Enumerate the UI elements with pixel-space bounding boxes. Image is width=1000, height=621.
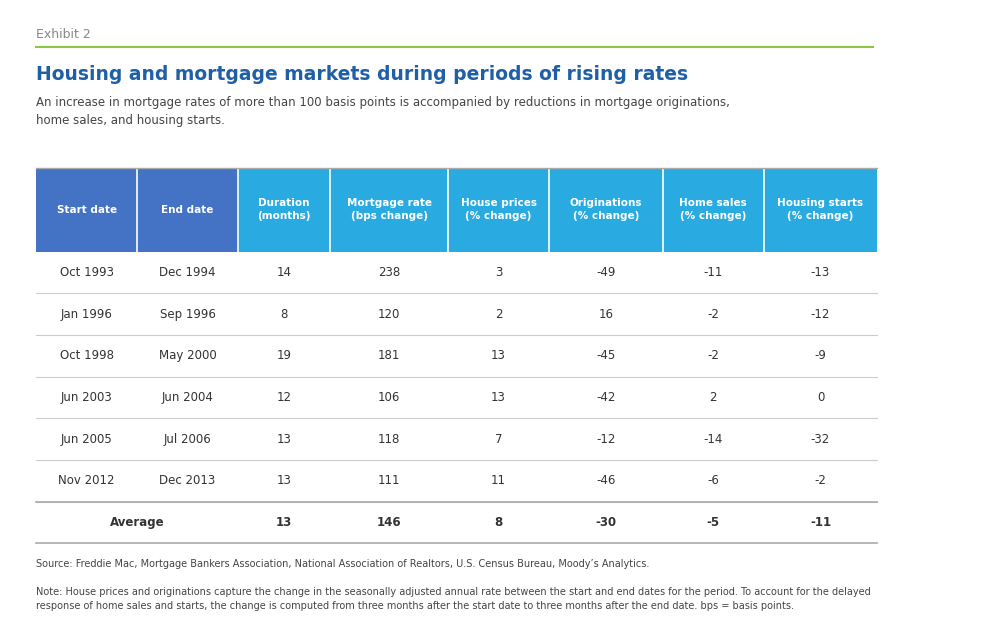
FancyBboxPatch shape bbox=[36, 419, 877, 460]
Text: Originations
(% change): Originations (% change) bbox=[570, 198, 642, 221]
Text: Oct 1998: Oct 1998 bbox=[60, 349, 114, 362]
Text: -46: -46 bbox=[596, 474, 616, 487]
Text: -2: -2 bbox=[707, 307, 719, 320]
Text: Sep 1996: Sep 1996 bbox=[160, 307, 215, 320]
Text: -12: -12 bbox=[811, 307, 830, 320]
Text: -30: -30 bbox=[595, 516, 616, 529]
Text: 11: 11 bbox=[491, 474, 506, 487]
FancyBboxPatch shape bbox=[764, 168, 877, 252]
Text: 111: 111 bbox=[378, 474, 400, 487]
Text: -45: -45 bbox=[596, 349, 615, 362]
Text: Jun 2005: Jun 2005 bbox=[61, 433, 113, 446]
Text: 2: 2 bbox=[709, 391, 717, 404]
Text: -49: -49 bbox=[596, 266, 616, 279]
Text: Average: Average bbox=[110, 516, 164, 529]
Text: 0: 0 bbox=[817, 391, 824, 404]
Text: -2: -2 bbox=[815, 474, 826, 487]
Text: 146: 146 bbox=[377, 516, 401, 529]
FancyBboxPatch shape bbox=[330, 168, 448, 252]
Text: 3: 3 bbox=[495, 266, 502, 279]
Text: Housing and mortgage markets during periods of rising rates: Housing and mortgage markets during peri… bbox=[36, 65, 688, 84]
Text: Dec 1994: Dec 1994 bbox=[159, 266, 216, 279]
FancyBboxPatch shape bbox=[36, 293, 877, 335]
Text: 16: 16 bbox=[598, 307, 613, 320]
Text: 238: 238 bbox=[378, 266, 400, 279]
Text: 12: 12 bbox=[276, 391, 291, 404]
Text: Jul 2006: Jul 2006 bbox=[164, 433, 211, 446]
Text: 118: 118 bbox=[378, 433, 400, 446]
Text: -14: -14 bbox=[703, 433, 723, 446]
Text: Jun 2004: Jun 2004 bbox=[162, 391, 213, 404]
Text: -6: -6 bbox=[707, 474, 719, 487]
Text: 13: 13 bbox=[491, 349, 506, 362]
Text: -32: -32 bbox=[811, 433, 830, 446]
Text: 181: 181 bbox=[378, 349, 400, 362]
FancyBboxPatch shape bbox=[448, 168, 549, 252]
Text: -11: -11 bbox=[703, 266, 723, 279]
Text: 13: 13 bbox=[491, 391, 506, 404]
Text: May 2000: May 2000 bbox=[159, 349, 216, 362]
Text: Note: House prices and originations capture the change in the seasonally adjuste: Note: House prices and originations capt… bbox=[36, 587, 871, 611]
Text: Source: Freddie Mac, Mortgage Bankers Association, National Association of Realt: Source: Freddie Mac, Mortgage Bankers As… bbox=[36, 559, 650, 569]
Text: -5: -5 bbox=[707, 516, 720, 529]
Text: Jan 1996: Jan 1996 bbox=[61, 307, 113, 320]
Text: -13: -13 bbox=[811, 266, 830, 279]
Text: -12: -12 bbox=[596, 433, 616, 446]
Text: -2: -2 bbox=[707, 349, 719, 362]
Text: End date: End date bbox=[161, 204, 214, 215]
Text: 13: 13 bbox=[276, 474, 291, 487]
Text: -11: -11 bbox=[810, 516, 831, 529]
Text: 120: 120 bbox=[378, 307, 400, 320]
Text: Duration
(months): Duration (months) bbox=[257, 198, 311, 221]
Text: 19: 19 bbox=[276, 349, 291, 362]
FancyBboxPatch shape bbox=[238, 168, 330, 252]
Text: Nov 2012: Nov 2012 bbox=[58, 474, 115, 487]
Text: House prices
(% change): House prices (% change) bbox=[461, 198, 537, 221]
FancyBboxPatch shape bbox=[663, 168, 764, 252]
Text: 106: 106 bbox=[378, 391, 400, 404]
FancyBboxPatch shape bbox=[36, 460, 877, 502]
Text: Oct 1993: Oct 1993 bbox=[60, 266, 114, 279]
Text: 14: 14 bbox=[276, 266, 291, 279]
FancyBboxPatch shape bbox=[36, 335, 877, 376]
Text: An increase in mortgage rates of more than 100 basis points is accompanied by re: An increase in mortgage rates of more th… bbox=[36, 96, 730, 127]
FancyBboxPatch shape bbox=[549, 168, 663, 252]
FancyBboxPatch shape bbox=[36, 376, 877, 419]
Text: Start date: Start date bbox=[57, 204, 117, 215]
Text: 8: 8 bbox=[494, 516, 503, 529]
Text: -42: -42 bbox=[596, 391, 616, 404]
Text: 7: 7 bbox=[495, 433, 502, 446]
FancyBboxPatch shape bbox=[137, 168, 238, 252]
Text: Dec 2013: Dec 2013 bbox=[159, 474, 216, 487]
Text: -9: -9 bbox=[815, 349, 826, 362]
Text: 13: 13 bbox=[276, 433, 291, 446]
Text: Mortgage rate
(bps change): Mortgage rate (bps change) bbox=[347, 198, 432, 221]
FancyBboxPatch shape bbox=[36, 168, 137, 252]
Text: 8: 8 bbox=[280, 307, 288, 320]
Text: Jun 2003: Jun 2003 bbox=[61, 391, 113, 404]
Text: Home sales
(% change): Home sales (% change) bbox=[679, 198, 747, 221]
Text: Exhibit 2: Exhibit 2 bbox=[36, 28, 91, 41]
Text: 13: 13 bbox=[276, 516, 292, 529]
Text: Housing starts
(% change): Housing starts (% change) bbox=[777, 198, 864, 221]
FancyBboxPatch shape bbox=[36, 252, 877, 293]
Text: 2: 2 bbox=[495, 307, 502, 320]
